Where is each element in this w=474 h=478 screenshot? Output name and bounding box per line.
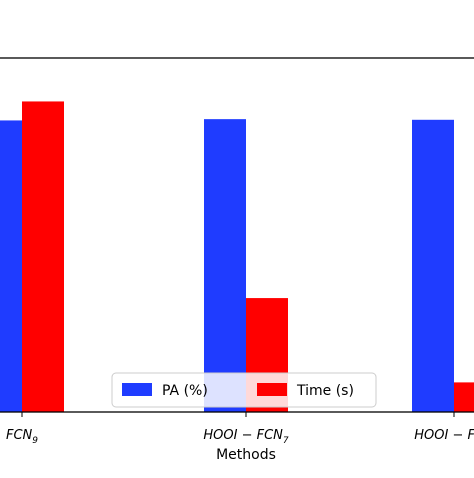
x-tick-label: HOOI − FCN	[414, 428, 474, 443]
bar-times-0	[22, 101, 64, 412]
bar-times-2	[454, 382, 474, 412]
x-tick-label: FCN9	[6, 428, 38, 446]
legend-swatch	[122, 383, 152, 396]
x-ticks-group: FCN9 HOOI − FCN7 HOOI − FCN	[6, 412, 474, 446]
bars-group	[0, 101, 474, 413]
x-axis-label: Methods	[216, 447, 276, 463]
legend-label: PA (%)	[162, 383, 208, 399]
plot-frame	[0, 57, 474, 413]
bar-pa-1	[204, 119, 246, 413]
legend-box	[111, 372, 377, 408]
legend-label: Time (s)	[296, 383, 354, 399]
bar-pa-2	[412, 119, 454, 412]
legend: PA (%) Time (s)	[111, 372, 377, 408]
bar-pa-0	[0, 120, 22, 412]
x-tick-label: HOOI − FCN7	[203, 428, 289, 446]
legend-swatch	[257, 383, 287, 396]
